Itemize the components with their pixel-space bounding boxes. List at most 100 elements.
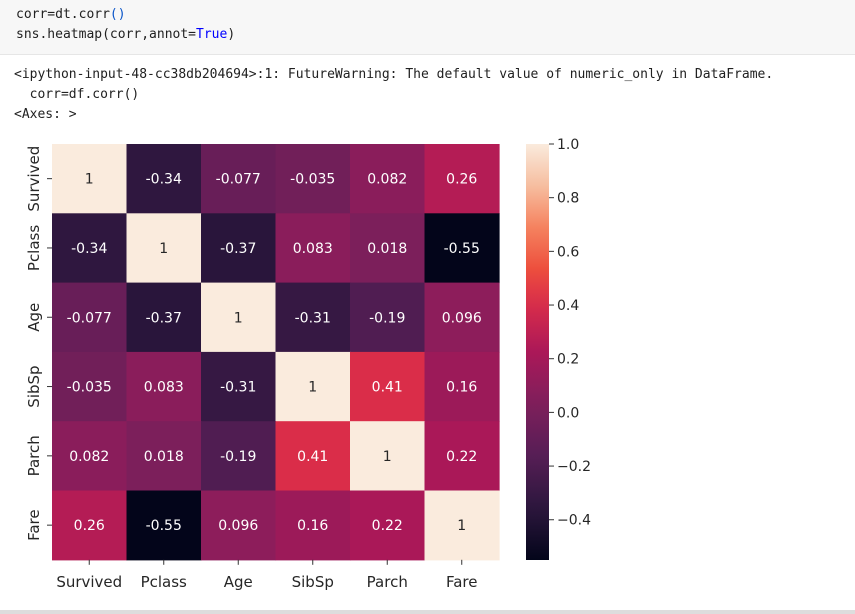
colorbar-tick-label: −0.4 [557, 513, 591, 529]
warning-line-1: <ipython-input-48-cc38db204694>:1: Futur… [14, 67, 774, 82]
colorbar-tick-label: 0.6 [557, 244, 579, 260]
cell-annotation: -0.37 [220, 241, 256, 257]
y-tick-label: SibSp [25, 365, 43, 407]
heatmap-cell [424, 351, 500, 422]
cell-annotation: 1 [383, 449, 392, 465]
y-tick-label: Parch [25, 435, 43, 476]
cell-annotation: -0.077 [216, 172, 261, 188]
cell-annotation: -0.55 [146, 518, 182, 534]
cell-annotation: -0.31 [220, 380, 256, 396]
heatmap-cell [126, 351, 202, 422]
heatmap-cell [275, 351, 351, 422]
cell-annotation: 1 [457, 518, 466, 534]
x-tick-label: Pclass [141, 573, 187, 591]
cell-annotation: 1 [159, 241, 168, 257]
code-line-1-text: corr=dt.corr [16, 7, 110, 22]
cell-annotation: -0.31 [295, 310, 331, 326]
cell-annotation: 0.22 [372, 518, 403, 534]
heatmap-cell [350, 490, 426, 561]
heatmap-cell [52, 351, 128, 422]
heatmap-cell [424, 490, 500, 561]
heatmap-cell [52, 490, 128, 561]
heatmap-cell [350, 213, 426, 284]
cell-annotation: -0.55 [444, 241, 480, 257]
code-line-2-close: ) [227, 27, 236, 42]
code-line-2-keyword: True [196, 27, 228, 42]
cell-annotation: -0.19 [369, 310, 405, 326]
cell-annotation: 0.41 [372, 380, 403, 396]
heatmap-cell [52, 144, 128, 214]
heatmap-cell [424, 144, 500, 214]
heatmap-cell [201, 490, 277, 561]
cell-annotation: 0.22 [446, 449, 477, 465]
y-tick-label: Age [25, 303, 43, 332]
cell-annotation: 0.018 [367, 241, 407, 257]
colorbar [526, 144, 549, 560]
colorbar-tick-label: 0.8 [557, 191, 579, 207]
cell-annotation: -0.34 [71, 241, 107, 257]
heatmap-cell [126, 421, 202, 492]
cell-annotation: 0.083 [293, 241, 333, 257]
x-tick-label: Age [224, 573, 253, 591]
heatmap-cell [201, 213, 277, 284]
cell-annotation: 0.082 [69, 449, 109, 465]
heatmap-cell [52, 213, 128, 284]
heatmap-cell [350, 144, 426, 214]
heatmap-cell [424, 213, 500, 284]
heatmap-cell [201, 282, 277, 353]
heatmap-cell [275, 282, 351, 353]
code-line-1: corr=dt.corr() [16, 7, 126, 22]
cell-annotation: -0.077 [67, 310, 112, 326]
cell-annotation: 0.083 [144, 380, 184, 396]
cell-annotation: 1 [85, 172, 94, 188]
x-tick-label: Fare [446, 573, 478, 591]
colorbar-tick-label: −0.2 [557, 459, 591, 475]
heatmap-cell [275, 490, 351, 561]
code-line-2: sns.heatmap(corr,annot=True) [16, 27, 235, 42]
heatmap-cell [52, 421, 128, 492]
heatmap-cell [201, 351, 277, 422]
heatmap-cell [350, 351, 426, 422]
heatmap-cell [275, 213, 351, 284]
heatmap-cell [201, 144, 277, 214]
cell-annotation: 0.16 [446, 380, 477, 396]
heatmap-cell [52, 282, 128, 353]
cell-annotation: 0.26 [74, 518, 105, 534]
y-tick-label: Pclass [25, 225, 43, 271]
x-tick-label: SibSp [292, 573, 334, 591]
cell-annotation: 0.096 [442, 310, 482, 326]
cell-annotation: 1 [308, 380, 317, 396]
cell-annotation: -0.035 [290, 172, 335, 188]
y-tick-label: Fare [25, 509, 43, 541]
heatmap-cell [126, 490, 202, 561]
axes-repr: <Axes: > [14, 107, 77, 122]
heatmap-cell [350, 421, 426, 492]
x-tick-label: Survived [56, 573, 122, 591]
cell-annotation: -0.34 [146, 172, 182, 188]
warning-line-2: corr=df.corr() [14, 87, 140, 102]
heatmap-cell [201, 421, 277, 492]
cell-annotation: -0.37 [146, 310, 182, 326]
heatmap-cell [126, 213, 202, 284]
code-line-1-paren: () [109, 7, 126, 22]
colorbar-tick-label: 0.2 [557, 352, 579, 368]
heatmap-chart: 1 -0.34 -0.077 -0.035 0.082 0.26 -0.34 1 -0.37 0.… [25, 137, 591, 591]
cell-annotation: -0.19 [220, 449, 256, 465]
cell-annotation: 1 [234, 310, 243, 326]
cell-annotation: 0.096 [218, 518, 258, 534]
cell-annotation: 0.26 [446, 172, 477, 188]
x-tick-label: Parch [367, 573, 408, 591]
colorbar-tick-label: 0.4 [557, 298, 579, 314]
heatmap-cell [275, 144, 351, 214]
heatmap-cell [126, 282, 202, 353]
code-line-2-text: sns.heatmap(corr,annot= [16, 27, 197, 42]
y-tick-label: Survived [25, 146, 43, 212]
cell-annotation: 0.082 [367, 172, 407, 188]
horizontal-scrollbar[interactable] [0, 610, 855, 614]
heatmap-cell [424, 421, 500, 492]
heatmap-cell [275, 421, 351, 492]
code-cell[interactable]: corr=dt.corr() sns.heatmap(corr,annot=Tr… [0, 0, 855, 55]
heatmap-cell [126, 144, 202, 214]
cell-annotation: 0.018 [144, 449, 184, 465]
colorbar-tick-label: 0.0 [557, 405, 579, 421]
